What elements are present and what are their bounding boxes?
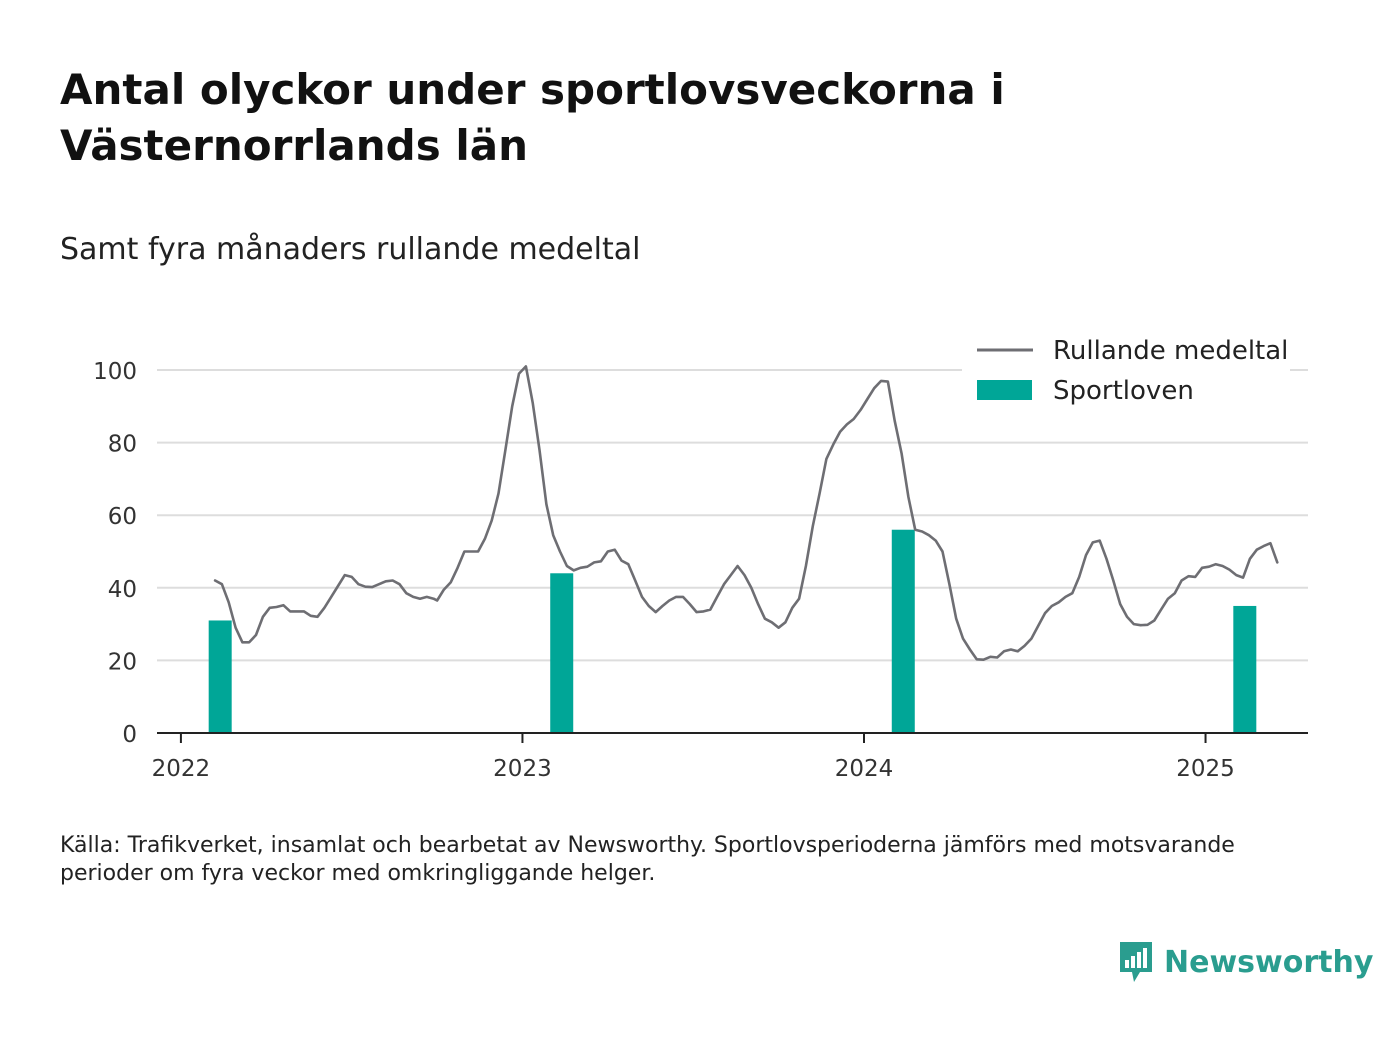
x-tick-label: 2025 <box>1176 756 1235 782</box>
x-tick-label: 2024 <box>835 756 894 782</box>
y-tick-label: 80 <box>108 432 137 458</box>
y-tick-label: 100 <box>93 359 137 385</box>
legend-bar-swatch <box>977 380 1032 400</box>
legend-label-line: Rullande medeltal <box>1053 336 1288 366</box>
axes: 0 20 40 60 80 100 2022 2023 2024 2025 <box>93 359 1308 782</box>
sportlov-bar <box>208 620 232 733</box>
chart-subtitle: Samt fyra månaders rullande medeltal <box>60 232 641 267</box>
bars <box>208 529 1257 733</box>
sportlov-bar <box>891 529 915 733</box>
legend-background <box>962 328 1290 424</box>
y-tick-label: 0 <box>122 722 137 748</box>
legend: Rullande medeltal Sportloven <box>962 328 1290 424</box>
brand-logo: Newsworthy <box>1118 940 1373 984</box>
x-tick-label: 2023 <box>493 756 552 782</box>
newsworthy-logo-icon <box>1120 942 1152 982</box>
y-tick-label: 60 <box>108 504 137 530</box>
sportlov-bar <box>550 573 574 733</box>
chart-title: Antal olyckor under sportlovsveckorna i … <box>60 65 1005 170</box>
y-tick-label: 40 <box>108 577 137 603</box>
legend-label-bar: Sportloven <box>1053 376 1194 406</box>
brand-name: Newsworthy <box>1164 944 1374 980</box>
source-caption: Källa: Trafikverket, insamlat och bearbe… <box>60 833 1235 886</box>
y-tick-label: 20 <box>108 649 137 675</box>
sportlov-bar <box>1233 605 1257 733</box>
x-tick-label: 2022 <box>152 756 211 782</box>
rolling-average-line <box>213 365 1279 661</box>
line-series <box>213 365 1279 661</box>
